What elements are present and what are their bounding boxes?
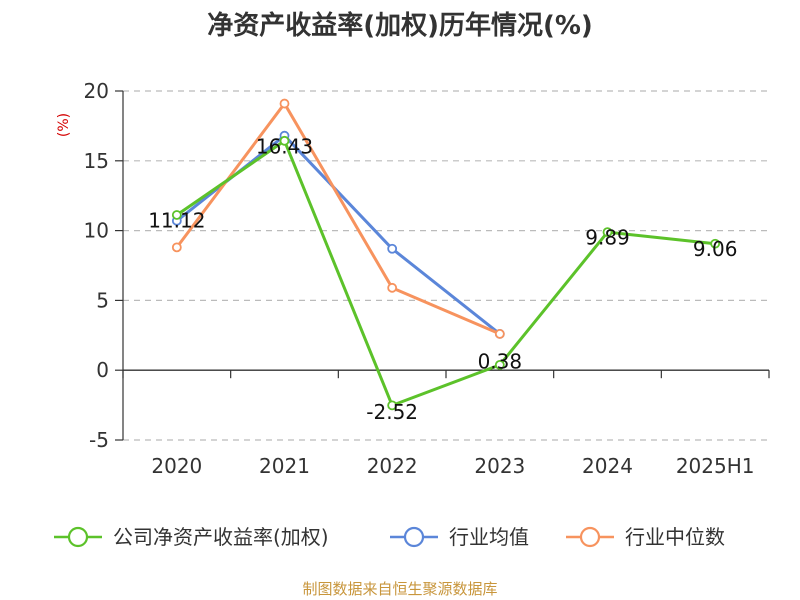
data-label: 9.89 — [585, 226, 630, 250]
x-tick-label: 2025H1 — [676, 454, 755, 478]
data-labels: 11.12 16.43 -2.52 0.38 9.89 9.06 — [148, 134, 737, 424]
data-point — [494, 329, 505, 339]
data-point — [387, 400, 398, 411]
data-point — [494, 359, 505, 370]
series-line — [175, 139, 716, 407]
x-tick-label: 2021 — [259, 454, 310, 478]
legend-label: 行业均值 — [449, 525, 529, 549]
legend-marker — [67, 526, 89, 548]
y-axis-label: (%) — [56, 113, 72, 137]
data-point — [279, 98, 290, 109]
legend: 公司净资产收益率(加权) 行业均值 行业中位数 — [54, 525, 725, 549]
data-label: 0.38 — [478, 349, 523, 373]
x-tick-label: 2020 — [151, 454, 202, 478]
x-tick-label: 2024 — [582, 454, 633, 478]
legend-label: 公司净资产收益率(加权) — [113, 525, 329, 549]
x-tick-label: 2023 — [474, 454, 525, 478]
legend-marker — [403, 526, 425, 548]
legend-item: 行业均值 — [390, 525, 529, 549]
y-tick-label: -5 — [89, 428, 109, 452]
data-label: 9.06 — [693, 237, 738, 261]
data-point — [171, 242, 182, 253]
data-label: 11.12 — [148, 208, 205, 232]
data-point — [279, 135, 290, 146]
data-point — [387, 282, 398, 293]
grid-lines — [123, 90, 769, 441]
legend-item: 行业中位数 — [566, 525, 725, 549]
chart-title: 净资产收益率(加权)历年情况(%) — [207, 10, 593, 41]
data-label: -2.52 — [366, 400, 418, 424]
data-label: 16.43 — [256, 134, 313, 158]
data-point — [602, 227, 613, 238]
y-tick-label: 5 — [96, 288, 109, 312]
source-footer: 制图数据来自恒生聚源数据库 — [302, 580, 497, 598]
series-lines — [171, 98, 721, 411]
data-point — [387, 243, 398, 254]
legend-label: 行业中位数 — [625, 525, 725, 549]
series-line — [175, 134, 501, 336]
y-tick-label: 10 — [84, 219, 109, 243]
y-tick-label: 20 — [84, 79, 109, 103]
legend-item: 公司净资产收益率(加权) — [54, 525, 329, 549]
y-tick-label: 15 — [84, 149, 109, 173]
data-point — [710, 238, 721, 249]
y-tick-label: 0 — [96, 358, 109, 382]
legend-marker — [579, 526, 601, 548]
data-point — [171, 210, 182, 220]
x-tick-label: 2022 — [367, 454, 418, 478]
series-line — [175, 102, 501, 336]
